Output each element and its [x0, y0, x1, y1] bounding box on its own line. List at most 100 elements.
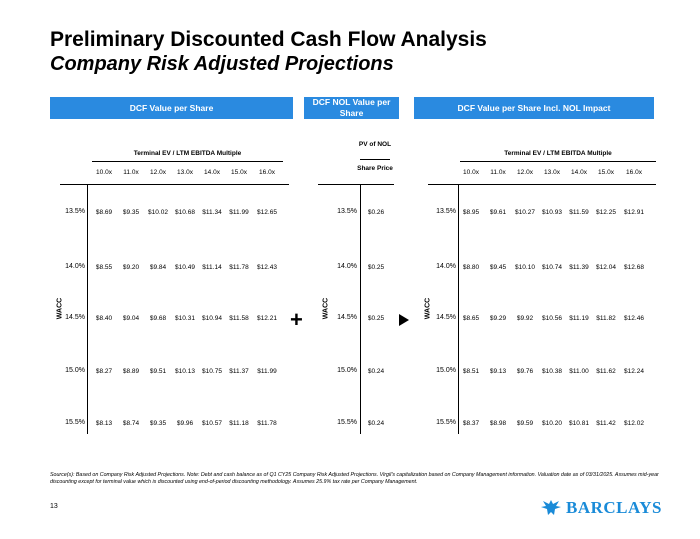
- pv-nol-rule: [360, 159, 390, 160]
- column-header: 16.0x: [259, 169, 275, 176]
- left-subheader-rule: [92, 161, 283, 162]
- table-cell: $9.45: [489, 264, 507, 271]
- table-cell: $8.40: [95, 315, 113, 322]
- row-label: 14.5%: [65, 314, 85, 321]
- eagle-icon: [541, 500, 561, 515]
- table-cell: $9.68: [149, 315, 167, 322]
- column-header: 13.0x: [177, 169, 193, 176]
- table-cell: $8.37: [462, 420, 480, 427]
- table-cell: $9.59: [516, 420, 534, 427]
- middle-wacc-label: WACC: [322, 297, 330, 320]
- table-cell: $0.24: [367, 420, 385, 427]
- table-cell: $11.78: [257, 420, 277, 427]
- row-label: 15.0%: [65, 367, 85, 374]
- arrow-right-icon: [399, 314, 409, 326]
- column-header: 11.0x: [123, 169, 139, 176]
- table-cell: $12.43: [257, 264, 277, 271]
- table-cell: $11.00: [569, 368, 589, 375]
- row-label: 15.0%: [436, 367, 456, 374]
- table-cell: $8.65: [462, 315, 480, 322]
- table-cell: $12.65: [257, 209, 277, 216]
- table-cell: $0.26: [367, 209, 385, 216]
- nol-value-header: DCF NOL Value per Share: [304, 97, 399, 119]
- row-label: 15.5%: [337, 419, 357, 426]
- column-header: 11.0x: [490, 169, 506, 176]
- table-cell: $12.24: [624, 368, 644, 375]
- table-cell: $9.35: [149, 420, 167, 427]
- column-header: 14.0x: [204, 169, 220, 176]
- table-cell: $12.25: [596, 209, 616, 216]
- table-cell: $8.80: [462, 264, 480, 271]
- table-cell: $10.13: [175, 368, 195, 375]
- table-cell: $8.89: [122, 368, 140, 375]
- table-cell: $9.13: [489, 368, 507, 375]
- table-cell: $10.74: [542, 264, 562, 271]
- table-cell: $11.62: [596, 368, 616, 375]
- table-cell: $12.21: [257, 315, 277, 322]
- table-cell: $10.02: [148, 209, 168, 216]
- table-cell: $11.58: [229, 315, 249, 322]
- right-subheader: Terminal EV / LTM EBITDA Multiple: [504, 150, 612, 157]
- table-cell: $10.49: [175, 264, 195, 271]
- column-header: 16.0x: [626, 169, 642, 176]
- page-title: Preliminary Discounted Cash Flow Analysi…: [50, 28, 487, 51]
- column-header: 12.0x: [517, 169, 533, 176]
- dcf-value-header: DCF Value per Share: [50, 97, 293, 119]
- row-label: 14.5%: [337, 314, 357, 321]
- left-wacc-label: WACC: [56, 297, 64, 320]
- column-header: 13.0x: [544, 169, 560, 176]
- footnote: Source(s): Based on Company Risk Adjuste…: [50, 472, 659, 485]
- table-cell: $11.37: [229, 368, 249, 375]
- table-cell: $8.74: [122, 420, 140, 427]
- table-cell: $11.42: [596, 420, 616, 427]
- table-cell: $9.76: [516, 368, 534, 375]
- column-header: 14.0x: [571, 169, 587, 176]
- table-cell: $9.84: [149, 264, 167, 271]
- row-label: 14.5%: [436, 314, 456, 321]
- column-header: 10.0x: [96, 169, 112, 176]
- table-cell: $10.56: [542, 315, 562, 322]
- table-cell: $8.13: [95, 420, 113, 427]
- right-wacc-label: WACC: [424, 297, 432, 320]
- table-cell: $11.14: [202, 264, 222, 271]
- table-cell: $12.04: [596, 264, 616, 271]
- table-cell: $10.57: [202, 420, 222, 427]
- row-label: 13.5%: [65, 208, 85, 215]
- row-label: 15.5%: [65, 419, 85, 426]
- table-cell: $8.95: [462, 209, 480, 216]
- logo-text: BARCLAYS: [566, 498, 662, 517]
- table-cell: $9.20: [122, 264, 140, 271]
- table-cell: $8.98: [489, 420, 507, 427]
- table-cell: $0.24: [367, 368, 385, 375]
- table-cell: $9.35: [122, 209, 140, 216]
- table-cell: $10.68: [175, 209, 195, 216]
- table-cell: $11.99: [257, 368, 277, 375]
- column-header: 15.0x: [598, 169, 614, 176]
- right-wacc-divider: [458, 184, 459, 434]
- row-label: 14.0%: [65, 263, 85, 270]
- page-number: 13: [50, 503, 58, 510]
- middle-header-rule: [318, 184, 394, 185]
- row-label: 13.5%: [436, 208, 456, 215]
- table-cell: $8.69: [95, 209, 113, 216]
- right-header-rule: [428, 184, 656, 185]
- table-cell: $0.25: [367, 315, 385, 322]
- combined-value-header: DCF Value per Share Incl. NOL Impact: [414, 97, 654, 119]
- table-cell: $11.39: [569, 264, 589, 271]
- row-label: 15.5%: [436, 419, 456, 426]
- table-cell: $12.02: [624, 420, 644, 427]
- row-label: 14.0%: [337, 263, 357, 270]
- table-cell: $10.27: [515, 209, 535, 216]
- table-cell: $10.94: [202, 315, 222, 322]
- table-cell: $10.93: [542, 209, 562, 216]
- table-cell: $8.51: [462, 368, 480, 375]
- table-cell: $11.59: [569, 209, 589, 216]
- column-header: 12.0x: [150, 169, 166, 176]
- column-header: 10.0x: [463, 169, 479, 176]
- table-cell: $9.04: [122, 315, 140, 322]
- table-cell: $9.61: [489, 209, 507, 216]
- table-cell: $8.55: [95, 264, 113, 271]
- table-cell: $9.29: [489, 315, 507, 322]
- table-cell: $11.99: [229, 209, 249, 216]
- table-cell: $10.20: [542, 420, 562, 427]
